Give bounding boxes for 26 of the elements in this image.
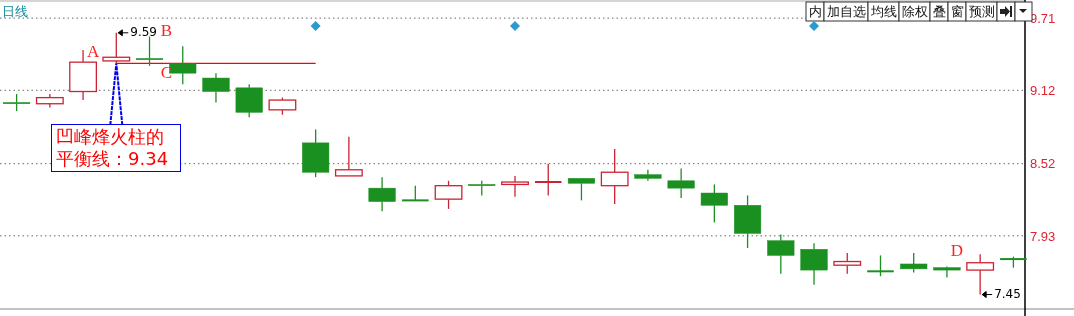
annotation: A xyxy=(86,41,100,61)
candlestick xyxy=(634,169,662,182)
annotation: D xyxy=(950,241,964,261)
y-tick-label: 9.12 xyxy=(1030,82,1056,98)
candlestick xyxy=(800,242,828,286)
annotation: 预测 xyxy=(968,4,995,19)
annotation: 7.45 xyxy=(994,287,1021,302)
candlestick xyxy=(933,267,961,279)
annotation: 内 xyxy=(808,4,822,19)
annotation: 窗 xyxy=(950,4,964,19)
annotation: C xyxy=(160,63,173,83)
ref-line-label: 凹峰烽火柱的平衡线：9.34 xyxy=(51,124,181,172)
annotation: 均线 xyxy=(869,4,897,19)
candlestick xyxy=(501,175,529,198)
annotation: 叠 xyxy=(932,4,946,19)
chart-title: 日线 xyxy=(2,4,28,19)
annotation: 9.59 xyxy=(130,25,158,40)
candlestick xyxy=(667,167,695,199)
annotation: 加自选 xyxy=(826,4,866,19)
candlestick xyxy=(202,72,230,104)
candlestick xyxy=(600,148,629,205)
y-tick-label: 8.52 xyxy=(1030,156,1056,172)
candlestick xyxy=(368,176,396,213)
y-tick-label: 7.93 xyxy=(1030,228,1056,244)
annotation: B xyxy=(160,21,173,41)
annotation: 除权 xyxy=(901,4,928,19)
